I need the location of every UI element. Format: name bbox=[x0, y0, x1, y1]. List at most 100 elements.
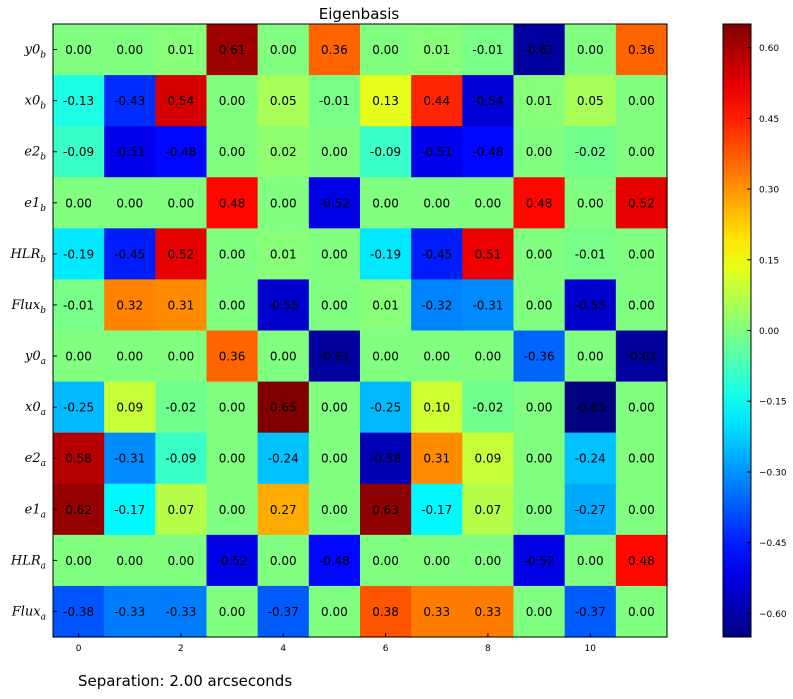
cell-value-label: 0.00 bbox=[270, 350, 297, 364]
cell-value-label: 0.00 bbox=[65, 554, 92, 568]
cell-value-label: 0.00 bbox=[219, 94, 246, 108]
heatmap-cell bbox=[155, 177, 208, 229]
heatmap-cell bbox=[206, 534, 259, 587]
cell-value-label: 0.00 bbox=[628, 247, 655, 261]
heatmap-cell bbox=[462, 432, 515, 485]
cell-value-label: 0.05 bbox=[270, 94, 297, 108]
cell-value-label: 0.00 bbox=[219, 605, 246, 619]
heatmap-cell bbox=[53, 330, 105, 383]
cell-value-label: 0.00 bbox=[526, 247, 553, 261]
cell-value-label: 0.00 bbox=[219, 452, 246, 466]
cell-value-label: 0.00 bbox=[321, 503, 348, 517]
heatmap-cell bbox=[308, 432, 361, 485]
y-tick-label: Fluxb bbox=[10, 298, 46, 316]
cell-value-label: 0.00 bbox=[65, 196, 92, 210]
heatmap-cell bbox=[411, 75, 463, 127]
heatmap-cell bbox=[206, 483, 259, 536]
heatmap-cell bbox=[411, 279, 463, 332]
heatmap-cell bbox=[564, 228, 617, 281]
x-tick-label: 4 bbox=[280, 644, 286, 654]
cell-value-label: 0.00 bbox=[116, 196, 143, 210]
heatmap-cell bbox=[155, 126, 208, 178]
heatmap-cell bbox=[308, 585, 361, 638]
heatmap-cell bbox=[360, 483, 412, 536]
cell-value-label: -0.01 bbox=[472, 43, 503, 57]
cell-value-label: -0.17 bbox=[421, 503, 452, 517]
colorbar-tick-label: 0.30 bbox=[759, 186, 779, 196]
cell-value-label: 0.02 bbox=[270, 145, 297, 159]
heatmap-cell bbox=[308, 75, 361, 127]
cell-value-label: -0.24 bbox=[268, 452, 299, 466]
heatmap-cell bbox=[360, 126, 412, 178]
cell-value-label: -0.24 bbox=[575, 452, 606, 466]
cell-value-label: -0.43 bbox=[114, 94, 145, 108]
cell-value-label: 0.00 bbox=[321, 452, 348, 466]
cell-value-label: 0.07 bbox=[475, 503, 502, 517]
cell-value-label: 0.00 bbox=[628, 94, 655, 108]
heatmap-cell bbox=[257, 75, 310, 127]
cell-value-label: -0.09 bbox=[165, 452, 196, 466]
cell-value-label: -0.51 bbox=[421, 145, 452, 159]
heatmap-cell bbox=[104, 585, 156, 638]
cell-value-label: -0.02 bbox=[472, 401, 503, 415]
cell-value-label: 0.05 bbox=[577, 94, 604, 108]
colorbar-tick-label: −0.30 bbox=[759, 468, 787, 478]
heatmap-cell bbox=[513, 24, 566, 76]
cell-value-label: -0.19 bbox=[370, 247, 401, 261]
cell-value-label: 0.01 bbox=[270, 247, 297, 261]
heatmap-cell bbox=[308, 126, 361, 178]
cell-value-label: -0.38 bbox=[63, 605, 94, 619]
heatmap-cell bbox=[53, 177, 105, 229]
cell-value-label: -0.54 bbox=[472, 94, 503, 108]
cell-value-label: 0.61 bbox=[219, 43, 246, 57]
heatmap-cell bbox=[104, 228, 156, 281]
cell-value-label: 0.00 bbox=[372, 43, 399, 57]
heatmap-cell bbox=[53, 585, 105, 638]
cell-value-label: 0.31 bbox=[423, 452, 450, 466]
heatmap-cell bbox=[257, 228, 310, 281]
cell-value-label: -0.58 bbox=[370, 452, 401, 466]
x-tick-label: 2 bbox=[178, 644, 184, 654]
heatmap-cell-labels: 0.00 0.00 0.01 0.61 0.00 0.36 0.00 0.01 -0.01 -0.… bbox=[63, 43, 657, 619]
heatmap-cell bbox=[308, 534, 361, 587]
y-tick-label: e2a bbox=[25, 451, 46, 469]
heatmap-cell bbox=[257, 126, 310, 178]
heatmap-cell bbox=[155, 483, 208, 536]
heatmap-cell bbox=[411, 381, 463, 434]
heatmap-cell bbox=[615, 75, 668, 127]
heatmap-cell bbox=[411, 585, 463, 638]
heatmap-cell bbox=[257, 279, 310, 332]
cell-value-label: -0.52 bbox=[217, 554, 248, 568]
heatmap-cell bbox=[206, 279, 259, 332]
cell-value-label: 0.00 bbox=[475, 350, 502, 364]
heatmap-cell bbox=[411, 24, 463, 76]
y-tick-label: e1a bbox=[25, 502, 46, 520]
heatmap-cell bbox=[308, 483, 361, 536]
cell-value-label: 0.00 bbox=[372, 196, 399, 210]
separation-caption: Separation: 2.00 arcseconds bbox=[78, 672, 293, 690]
cell-value-label: -0.31 bbox=[472, 298, 503, 312]
cell-value-label: 0.01 bbox=[168, 43, 195, 57]
heatmap-cell bbox=[155, 330, 208, 383]
heatmap-cell bbox=[360, 279, 412, 332]
heatmap-cell bbox=[360, 381, 412, 434]
heatmap-cell bbox=[615, 24, 668, 76]
colorbar-tick-label: −0.45 bbox=[759, 539, 787, 549]
heatmap-cell bbox=[513, 330, 566, 383]
cell-value-label: 0.10 bbox=[423, 401, 450, 415]
y-tick-label: y0a bbox=[24, 349, 46, 367]
cell-value-label: 0.00 bbox=[475, 196, 502, 210]
heatmap-cell bbox=[513, 177, 566, 229]
heatmap-cell bbox=[206, 432, 259, 485]
heatmap-cell bbox=[564, 483, 617, 536]
heatmap-cell bbox=[104, 381, 156, 434]
cell-value-label: 0.00 bbox=[526, 452, 553, 466]
cell-value-label: 0.32 bbox=[116, 298, 143, 312]
cell-value-label: -0.65 bbox=[575, 401, 606, 415]
cell-value-label: -0.02 bbox=[575, 145, 606, 159]
x-tick-label: 10 bbox=[585, 644, 597, 654]
cell-value-label: 0.00 bbox=[270, 554, 297, 568]
heatmap-cell bbox=[53, 228, 105, 281]
heatmap-cell bbox=[564, 24, 617, 76]
